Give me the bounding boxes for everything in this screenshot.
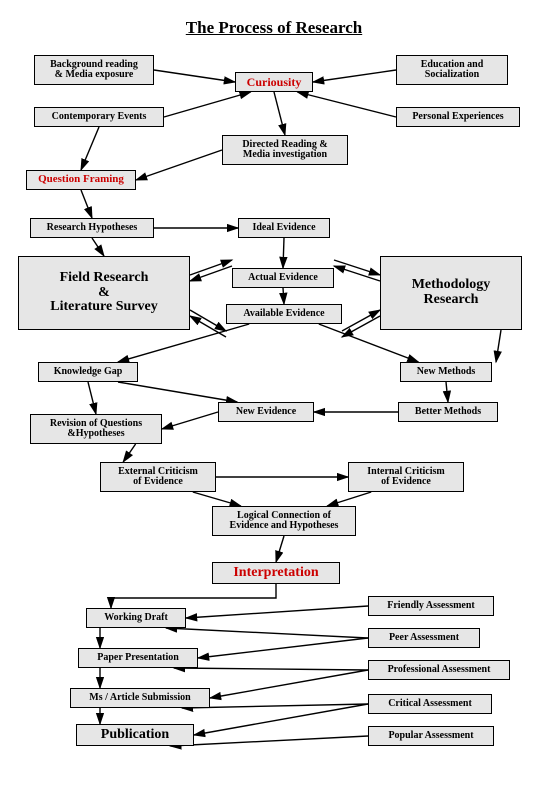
node-label: Revision of Questions &Hypotheses — [50, 419, 142, 440]
node-contemp: Contemporary Events — [34, 107, 164, 127]
node-curiosity: Curiousity — [235, 72, 313, 92]
node-label: Better Methods — [415, 407, 481, 418]
node-label: Critical Assessment — [388, 699, 472, 710]
node-label: Field Research & Literature Survey — [50, 271, 157, 315]
node-better_m: Better Methods — [398, 402, 498, 422]
node-label: New Evidence — [236, 407, 296, 418]
node-label: Working Draft — [104, 613, 168, 624]
node-new_ev: New Evidence — [218, 402, 314, 422]
node-friendly: Friendly Assessment — [368, 596, 494, 616]
node-ext_crit: External Criticism of Evidence — [100, 462, 216, 492]
node-label: Friendly Assessment — [387, 601, 475, 612]
node-label: Methodology Research — [412, 278, 491, 307]
node-label: New Methods — [417, 367, 476, 378]
node-critical: Critical Assessment — [368, 694, 492, 714]
node-label: Actual Evidence — [248, 273, 318, 284]
node-label: Ms / Article Submission — [89, 693, 190, 704]
node-personal: Personal Experiences — [396, 107, 520, 127]
node-label: Peer Assessment — [389, 633, 459, 644]
node-label: Question Framing — [38, 174, 124, 186]
node-know_gap: Knowledge Gap — [38, 362, 138, 382]
diagram-title: The Process of Research — [0, 18, 548, 38]
node-label: Education and Socialization — [421, 60, 484, 81]
node-ms_sub: Ms / Article Submission — [70, 688, 210, 708]
node-publication: Publication — [76, 724, 194, 746]
node-label: Personal Experiences — [412, 112, 503, 123]
node-label: Directed Reading & Media investigation — [242, 140, 327, 161]
node-label: Interpretation — [233, 566, 318, 581]
diagram-stage: The Process of Research Background readi… — [0, 0, 548, 788]
node-directed: Directed Reading & Media investigation — [222, 135, 348, 165]
node-new_methods: New Methods — [400, 362, 492, 382]
node-ideal_ev: Ideal Evidence — [238, 218, 330, 238]
node-label: Contemporary Events — [52, 112, 147, 123]
node-label: External Criticism of Evidence — [118, 467, 198, 488]
node-qframing: Question Framing — [26, 170, 136, 190]
node-prof: Professional Assessment — [368, 660, 510, 680]
node-label: Publication — [101, 728, 169, 743]
node-logical: Logical Connection of Evidence and Hypot… — [212, 506, 356, 536]
node-label: Internal Criticism of Evidence — [367, 467, 445, 488]
node-method_res: Methodology Research — [380, 256, 522, 330]
node-int_crit: Internal Criticism of Evidence — [348, 462, 464, 492]
node-popular: Popular Assessment — [368, 726, 494, 746]
node-label: Available Evidence — [243, 309, 324, 320]
node-label: Professional Assessment — [388, 665, 491, 676]
node-label: Paper Presentation — [97, 653, 179, 664]
node-interp: Interpretation — [212, 562, 340, 584]
node-label: Background reading & Media exposure — [50, 60, 138, 81]
node-label: Knowledge Gap — [54, 367, 123, 378]
node-hypotheses: Research Hypotheses — [30, 218, 154, 238]
node-label: Ideal Evidence — [252, 223, 315, 234]
node-paper: Paper Presentation — [78, 648, 198, 668]
node-avail_ev: Available Evidence — [226, 304, 342, 324]
node-label: Popular Assessment — [388, 731, 473, 742]
node-edu_social: Education and Socialization — [396, 55, 508, 85]
node-peer: Peer Assessment — [368, 628, 480, 648]
node-label: Research Hypotheses — [47, 223, 138, 234]
node-field_res: Field Research & Literature Survey — [18, 256, 190, 330]
node-actual_ev: Actual Evidence — [232, 268, 334, 288]
node-bg_reading: Background reading & Media exposure — [34, 55, 154, 85]
node-revision: Revision of Questions &Hypotheses — [30, 414, 162, 444]
node-working: Working Draft — [86, 608, 186, 628]
node-label: Curiousity — [247, 76, 302, 89]
node-label: Logical Connection of Evidence and Hypot… — [230, 511, 339, 532]
